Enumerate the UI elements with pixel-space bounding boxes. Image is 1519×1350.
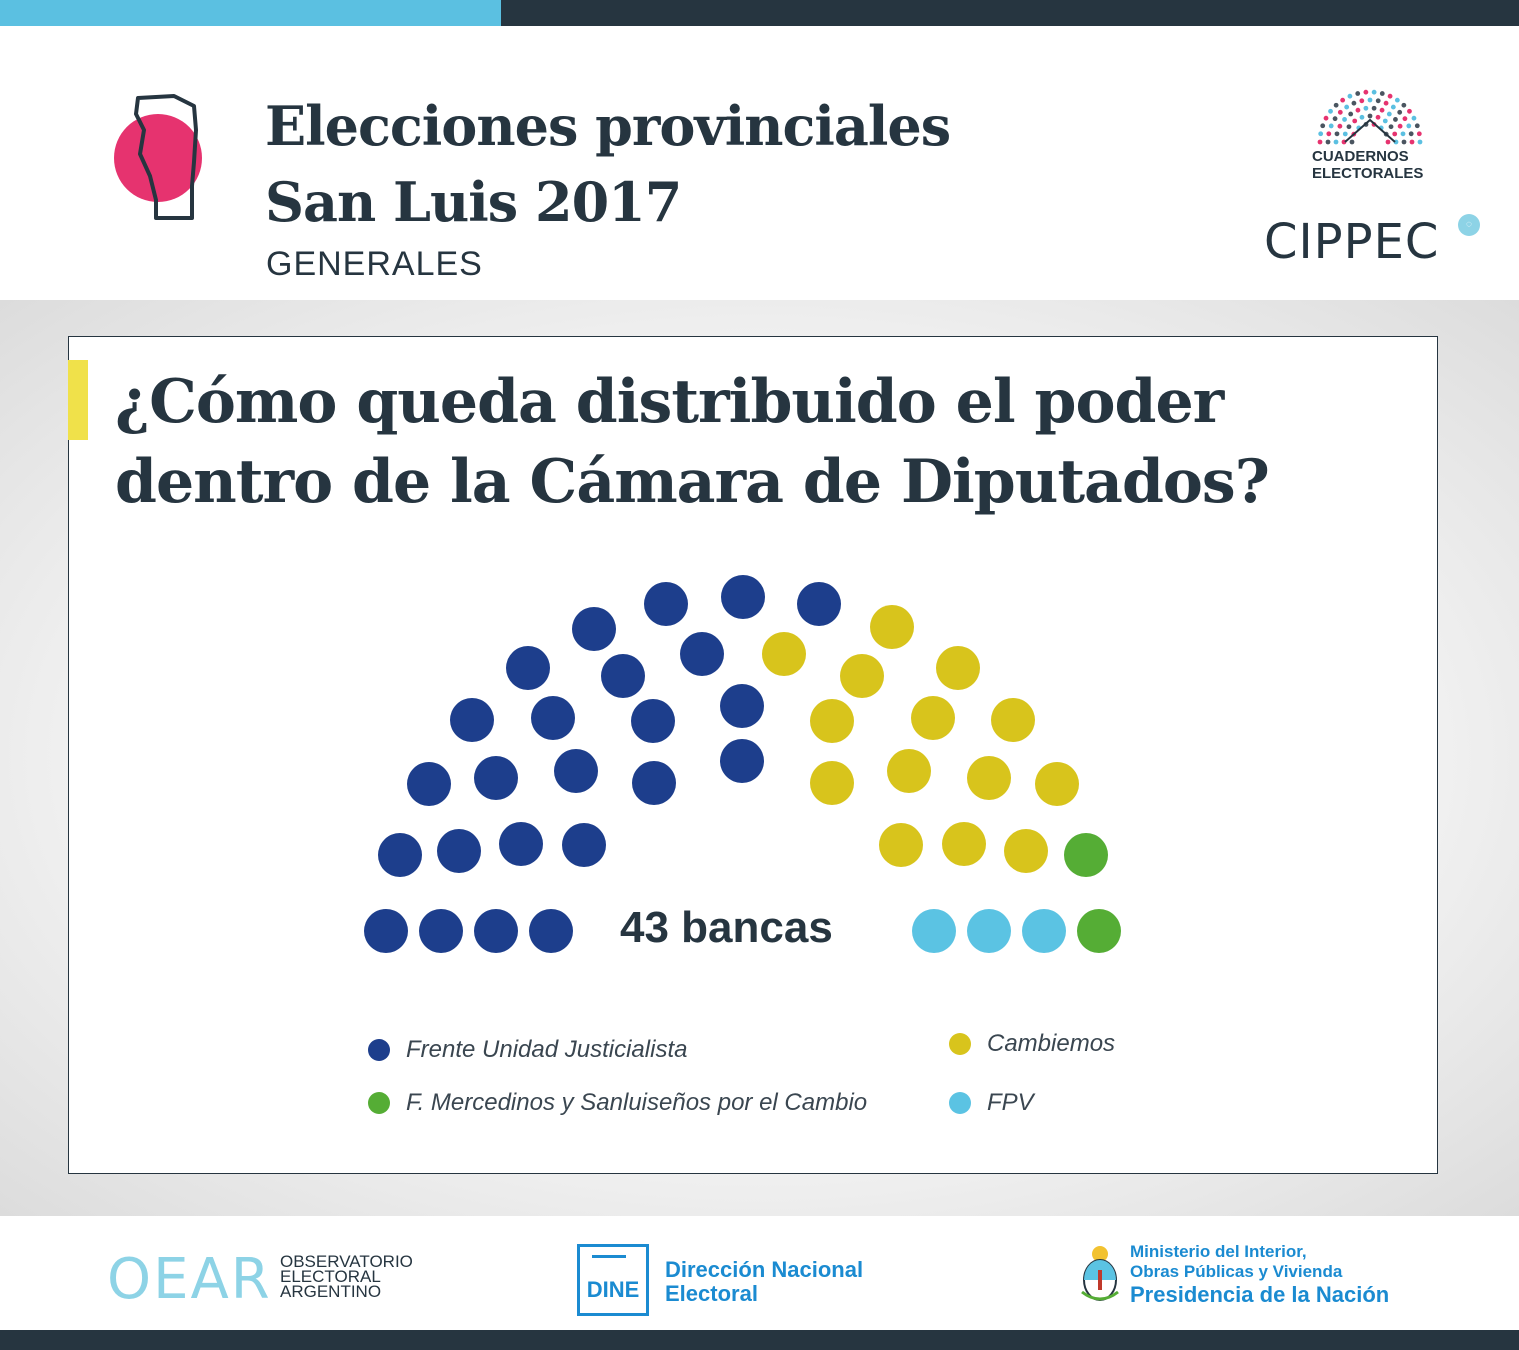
seat-1-11	[554, 749, 598, 793]
seat-1-15	[631, 699, 675, 743]
total-seats-label: 43 bancas	[620, 903, 833, 952]
seat-1-19	[720, 684, 764, 728]
seat-2-11	[1035, 762, 1079, 806]
ministry-line-3: Presidencia de la Nación	[1130, 1282, 1390, 1307]
oear-line-3: ARGENTINO	[280, 1282, 382, 1301]
dine-logo-icon: DINE	[577, 1244, 649, 1316]
seat-1-9	[407, 762, 451, 806]
ce-line-1: CUADERNOS	[1312, 148, 1409, 165]
oear-logo-text: OBSERVATORIO ELECTORAL ARGENTINO	[280, 1252, 413, 1301]
chart-question-title: ¿Cómo queda distribuido el poder dentro …	[115, 362, 1270, 522]
san-luis-map-icon	[114, 94, 202, 220]
title-line-1: Elecciones provinciales	[265, 94, 951, 158]
seat-2-7	[991, 698, 1035, 742]
seat-1-22	[680, 632, 724, 676]
legend-label-mercedinos: F. Mercedinos y Sanluiseños por el Cambi…	[406, 1089, 868, 1116]
seat-2-5	[810, 699, 854, 743]
seat-1-20	[572, 607, 616, 651]
legend-item-fpv: FPV	[949, 1089, 1034, 1117]
seat-1-23	[721, 575, 765, 619]
ministry-line-1: Ministerio del Interior,	[1130, 1242, 1307, 1261]
seat-1-8	[562, 823, 606, 867]
legend-dot-cambiemos	[949, 1033, 971, 1055]
question-line-1: ¿Cómo queda distribuido el poder	[115, 367, 1224, 437]
national-crest-icon	[1081, 1246, 1119, 1301]
oear-line-1: OBSERVATORIO	[280, 1252, 413, 1271]
cuadernos-electorales-logo-icon	[1317, 89, 1423, 145]
seat-4-1	[912, 909, 956, 953]
seat-1-5	[378, 833, 422, 877]
legend-label-fuj: Frente Unidad Justicialista	[406, 1036, 688, 1063]
seat-2-4	[936, 646, 980, 690]
dine-box-label: DINE	[586, 1277, 640, 1302]
seat-2-8	[810, 761, 854, 805]
title-line-2: San Luis 2017	[265, 170, 682, 234]
cippec-logo: CIPPEC	[1264, 214, 1440, 270]
seat-2-1	[762, 632, 806, 676]
seat-2-10	[967, 756, 1011, 800]
footer	[0, 1216, 1519, 1330]
oear-logo-mark: OEAR	[107, 1247, 272, 1312]
legend-item-mercedinos: F. Mercedinos y Sanluiseños por el Cambi…	[368, 1089, 867, 1117]
seat-1-3	[474, 909, 518, 953]
seat-1-16	[720, 739, 764, 783]
legend-item-fuj: Frente Unidad Justicialista	[368, 1036, 687, 1064]
seat-2-6	[911, 696, 955, 740]
top-dark-bar	[501, 0, 1519, 26]
bottom-dark-bar	[0, 1330, 1519, 1350]
dine-line-2: Electoral	[665, 1281, 758, 1306]
seat-2-9	[887, 749, 931, 793]
seat-1-14	[531, 696, 575, 740]
seat-4-3	[1022, 909, 1066, 953]
seat-3-2	[1077, 909, 1121, 953]
legend-label-fpv: FPV	[987, 1089, 1034, 1116]
seat-2-13	[942, 822, 986, 866]
seat-1-7	[499, 822, 543, 866]
seat-2-12	[879, 823, 923, 867]
seat-2-2	[870, 605, 914, 649]
dine-line-1: Dirección Nacional	[665, 1257, 864, 1282]
oear-line-2: ELECTORAL	[280, 1267, 381, 1286]
page-subtitle: GENERALES	[266, 245, 483, 283]
top-accent-bar	[0, 0, 501, 26]
seat-1-18	[601, 654, 645, 698]
card-accent-bar	[68, 360, 88, 440]
seat-1-12	[632, 761, 676, 805]
cippec-badge-icon: ◌	[1458, 214, 1480, 236]
seat-1-10	[474, 756, 518, 800]
seat-1-17	[506, 646, 550, 690]
ministry-text: Ministerio del Interior, Obras Públicas …	[1130, 1242, 1389, 1308]
legend-item-cambiemos: Cambiemos	[949, 1030, 1115, 1058]
seat-4-2	[967, 909, 1011, 953]
seat-1-2	[419, 909, 463, 953]
cuadernos-electorales-text: CUADERNOS ELECTORALES	[1312, 148, 1423, 182]
seat-1-1	[364, 909, 408, 953]
ministry-line-2: Obras Públicas y Vivienda	[1130, 1262, 1343, 1281]
seat-1-4	[529, 909, 573, 953]
seat-1-6	[437, 829, 481, 873]
ce-line-2: ELECTORALES	[1312, 165, 1424, 182]
legend-dot-mercedinos	[368, 1092, 390, 1114]
dine-text: Dirección Nacional Electoral	[665, 1258, 863, 1306]
seat-2-14	[1004, 829, 1048, 873]
seat-1-24	[797, 582, 841, 626]
seat-2-3	[840, 654, 884, 698]
page-title: Elecciones provinciales San Luis 2017	[265, 88, 951, 240]
seat-1-21	[644, 582, 688, 626]
seat-1-13	[450, 698, 494, 742]
header	[0, 26, 1519, 300]
question-line-2: dentro de la Cámara de Diputados?	[115, 447, 1270, 517]
legend-label-cambiemos: Cambiemos	[987, 1030, 1116, 1057]
legend-dot-fpv	[949, 1092, 971, 1114]
legend-dot-fuj	[368, 1039, 390, 1061]
seat-3-1	[1064, 833, 1108, 877]
